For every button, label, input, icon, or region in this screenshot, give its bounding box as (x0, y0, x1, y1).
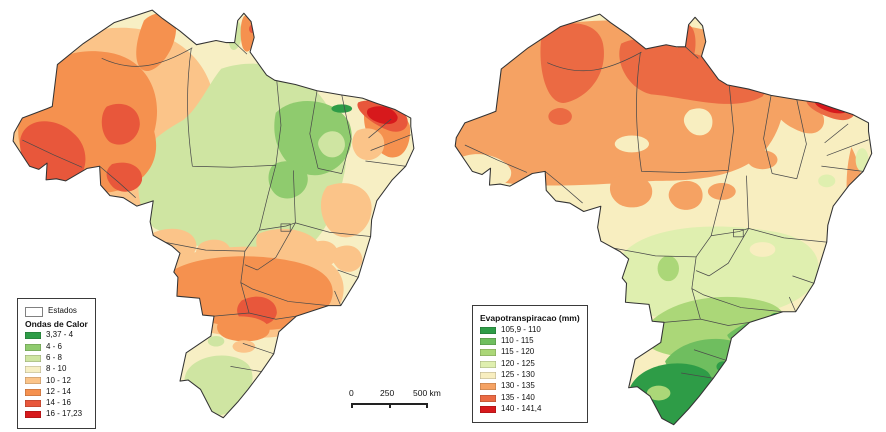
legend-swatch (25, 354, 41, 362)
state-borders (22, 42, 411, 373)
heatwave-map (12, 9, 415, 419)
scale-tick (351, 403, 353, 408)
map-region (232, 340, 256, 353)
map-region (136, 13, 177, 72)
map-region (331, 104, 353, 113)
legend-label: 115 - 120 (501, 347, 535, 357)
legend-row: 16 - 17,23 (25, 410, 88, 419)
legend-label: 3,37 - 4 (46, 330, 74, 340)
legend-row: 3,37 - 4 (25, 331, 88, 340)
legend-label: 14 - 16 (46, 398, 71, 408)
df-square (733, 229, 744, 238)
brazil-outline (454, 13, 873, 426)
legend-swatch (480, 338, 496, 346)
heatwave-legend: Estados Ondas de Calor 3,37 - 4 4 - 6 6 … (17, 298, 96, 429)
map-region (855, 148, 869, 172)
legend-row: 125 - 130 (480, 370, 580, 380)
legend-row: 110 - 115 (480, 336, 580, 346)
scale-label-0: 0 (349, 388, 354, 398)
legend-row: 130 - 135 (480, 382, 580, 391)
map-region (683, 108, 713, 136)
map-region (548, 108, 572, 125)
legend-label: 10 - 12 (46, 375, 71, 385)
estados-label: Estados (48, 306, 77, 316)
legend-label: 12 - 14 (46, 386, 71, 396)
legend-row-estados: Estados (25, 306, 88, 317)
legend-swatch (25, 400, 41, 408)
legend-swatch (480, 349, 496, 357)
legend-swatch (480, 371, 496, 379)
state-borders (464, 46, 869, 379)
legend-swatch (480, 326, 496, 334)
map-region (619, 39, 768, 104)
map-region (165, 10, 178, 22)
legend-row: 105,9 - 110 (480, 324, 580, 335)
legend-label: 140 - 141,4 (501, 403, 542, 413)
legend-swatch (25, 388, 41, 396)
map-region (657, 255, 679, 282)
map-region (217, 316, 270, 342)
map-region (240, 15, 255, 52)
legend-label: 110 - 115 (501, 336, 534, 346)
map-region (747, 150, 778, 170)
map-region (749, 242, 776, 257)
legend-swatch (25, 332, 41, 340)
legend-label: 135 - 140 (501, 392, 535, 402)
map-region (668, 180, 703, 210)
evapotranspiration-legend: Evapotranspiracao (mm) 105,9 - 110 110 -… (472, 305, 588, 424)
legend-label: 8 - 10 (46, 364, 67, 374)
legend-row: 4 - 6 (25, 341, 88, 352)
map-region (207, 336, 225, 347)
scale-label-250: 250 (380, 388, 395, 398)
map-region (540, 23, 604, 103)
legend-swatch (480, 405, 496, 413)
legend-swatch (480, 383, 496, 391)
legend-swatch (480, 394, 496, 402)
map-region (818, 174, 836, 188)
legend-label: 125 - 130 (501, 370, 535, 380)
map-region (318, 131, 345, 158)
legend-label: 120 - 125 (501, 358, 535, 368)
legend-row: 115 - 120 (480, 348, 580, 357)
legend-swatch (25, 377, 41, 385)
legend-swatch (480, 360, 496, 368)
legend-row: 8 - 10 (25, 364, 88, 374)
map-region (609, 174, 653, 208)
map-region (106, 162, 143, 192)
legend-label: 105,9 - 110 (501, 324, 541, 334)
legend-row: 10 - 12 (25, 375, 88, 386)
brazil-outline (12, 9, 415, 419)
legend-swatch (25, 366, 41, 374)
map-region (268, 161, 308, 199)
legend-swatch (25, 343, 41, 351)
legend-row: 140 - 141,4 (480, 403, 580, 414)
legend-row: 135 - 140 (480, 392, 580, 403)
map-region (101, 103, 140, 145)
legend-title: Evapotranspiracao (mm) (480, 313, 580, 323)
estados-swatch (25, 306, 43, 317)
map-region (164, 256, 333, 331)
legend-label: 6 - 8 (46, 352, 63, 362)
legend-row: 120 - 125 (480, 358, 580, 369)
df-square (280, 223, 291, 232)
map-region (320, 183, 372, 238)
map-region (707, 183, 736, 200)
legend-label: 16 - 17,23 (46, 409, 83, 419)
scale-tick (426, 403, 428, 408)
scale-bar: 0 250 500 km (347, 388, 451, 414)
legend-row: 6 - 8 (25, 352, 88, 363)
map-region (614, 135, 650, 153)
map-region (646, 385, 671, 401)
legend-label: 4 - 6 (46, 341, 63, 351)
scale-tick (389, 403, 391, 408)
legend-row: 12 - 14 (25, 386, 88, 397)
map-region (352, 128, 385, 161)
legend-swatch (25, 411, 41, 419)
legend-row: 14 - 16 (25, 398, 88, 408)
legend-title: Ondas de Calor (25, 318, 88, 329)
legend-label: 130 - 135 (501, 381, 535, 391)
map-region (332, 245, 363, 272)
scale-label-500: 500 km (413, 388, 441, 398)
